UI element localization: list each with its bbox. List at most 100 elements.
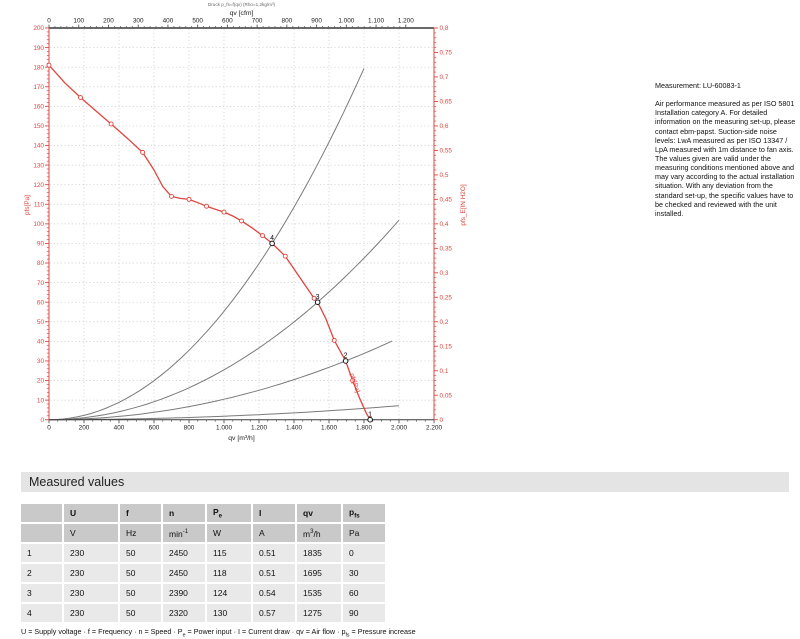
fan-performance-chart: 0102030405060708090100110120130140150160…	[24, 2, 467, 442]
operating-point-number: 4	[270, 235, 274, 242]
top-axis-cfm: 0 100 200 300 400 500 600 700 800 900 1.000 1.100 1.…	[47, 2, 414, 28]
bottom-axis-title: qv [m³/h]	[228, 435, 255, 442]
table-cell: 1695	[297, 564, 341, 582]
svg-text:30: 30	[37, 358, 45, 365]
table-cell: 230	[64, 564, 118, 582]
svg-text:0,1: 0,1	[440, 368, 449, 375]
operating-point-circle	[367, 416, 373, 423]
svg-text:0,8: 0,8	[440, 25, 449, 32]
svg-text:50: 50	[37, 319, 45, 326]
table-cell: qv	[297, 504, 341, 522]
svg-text:1.000: 1.000	[216, 425, 232, 432]
svg-text:100: 100	[33, 221, 44, 228]
svg-text:300: 300	[133, 18, 144, 25]
table-cell: 2390	[163, 584, 205, 602]
svg-text:10: 10	[37, 397, 45, 404]
svg-text:130: 130	[33, 162, 44, 169]
table-cell: 1	[21, 544, 62, 562]
fan-curve-marker	[331, 337, 337, 343]
svg-text:400: 400	[163, 18, 174, 25]
fan-curve-marker	[169, 193, 174, 199]
svg-text:90: 90	[37, 241, 45, 248]
svg-text:0: 0	[40, 417, 44, 424]
svg-text:0,55: 0,55	[440, 148, 453, 155]
operating-point-circle	[269, 240, 275, 247]
svg-text:0,75: 0,75	[440, 50, 453, 57]
table-cell: V	[64, 524, 118, 542]
svg-text:1.100: 1.100	[368, 18, 384, 25]
table-cell: 230	[64, 604, 118, 622]
svg-text:500: 500	[192, 18, 203, 25]
svg-text:0: 0	[440, 417, 444, 424]
measurement-note-body: Air performance measured as per ISO 5801…	[655, 99, 796, 218]
fan-curve-marker	[282, 253, 288, 259]
svg-text:100: 100	[73, 18, 84, 25]
table-cell: 2450	[163, 544, 205, 562]
table-cell: Pe	[207, 504, 251, 522]
svg-text:0,6: 0,6	[440, 123, 449, 130]
bottom-axis-m3h: 0 200 400 600 800 1.000 1.200 1.400 1.600 1.800 2.…	[47, 419, 442, 442]
table-cell: 50	[120, 544, 161, 562]
fan-curve-marker	[221, 209, 227, 215]
fan-curve: pfs[Pa]	[46, 62, 371, 421]
section-title: Measured values	[29, 475, 125, 489]
table-cell: 1535	[297, 584, 341, 602]
table-cell: 30	[343, 564, 385, 582]
table-cell: pfs	[343, 504, 385, 522]
table-cell	[21, 504, 62, 522]
table-cell: 50	[120, 604, 161, 622]
fan-curve-marker	[311, 295, 317, 301]
table-cell: 0.51	[253, 564, 295, 582]
svg-text:1.600: 1.600	[321, 425, 337, 432]
svg-text:900: 900	[311, 18, 322, 25]
svg-text:0,4: 0,4	[440, 221, 449, 228]
table-cell: 60	[343, 584, 385, 602]
operating-point-number: 3	[316, 294, 320, 301]
table-cell: Hz	[120, 524, 161, 542]
svg-text:1.000: 1.000	[338, 18, 354, 25]
table-cell: U	[64, 504, 118, 522]
svg-text:60: 60	[37, 299, 45, 306]
table-cell: 50	[120, 564, 161, 582]
table-footnote-legend: U = Supply voltage · f = Frequency · n =…	[21, 627, 416, 639]
fan-curve-marker	[260, 233, 265, 239]
svg-text:40: 40	[37, 339, 45, 346]
operating-point-number: 2	[344, 353, 348, 360]
svg-text:0,2: 0,2	[440, 319, 449, 326]
fan-curve-marker	[78, 95, 83, 100]
table-cell: 2450	[163, 564, 205, 582]
section-header-measured-values: Measured values	[21, 472, 789, 492]
svg-text:190: 190	[33, 45, 44, 52]
svg-text:110: 110	[34, 201, 45, 208]
table-cell: 2	[21, 564, 62, 582]
svg-text:20: 20	[37, 378, 45, 385]
table-cell: W	[207, 524, 251, 542]
left-axis-title: pfs[Pa]	[24, 195, 31, 215]
table-cell: 90	[343, 604, 385, 622]
svg-text:150: 150	[33, 123, 44, 130]
fan-curve-marker	[46, 62, 52, 68]
measurement-id: Measurement: LU-60083-1	[655, 81, 741, 90]
svg-text:1.200: 1.200	[251, 425, 267, 432]
svg-text:800: 800	[184, 425, 195, 432]
svg-text:200: 200	[103, 18, 114, 25]
table-cell: 0.57	[253, 604, 295, 622]
svg-text:0,5: 0,5	[440, 172, 449, 179]
svg-text:80: 80	[37, 260, 45, 267]
svg-text:0,45: 0,45	[440, 197, 453, 204]
svg-text:0,7: 0,7	[440, 74, 449, 81]
table-cell: 2320	[163, 604, 205, 622]
table-cell: 50	[120, 584, 161, 602]
fan-curve-marker	[108, 121, 114, 127]
table-cell: 230	[64, 544, 118, 562]
fan-curve-label: pfs[Pa]	[348, 372, 361, 393]
svg-text:600: 600	[222, 18, 233, 25]
table-cell: I	[253, 504, 295, 522]
right-axis-title: pfs_E[IN H2O]	[460, 184, 467, 225]
table-cell	[21, 524, 62, 542]
svg-text:0,05: 0,05	[440, 392, 453, 399]
table-row: 3 230 50 2390 124 0.54 1535 60	[21, 584, 385, 602]
svg-text:0: 0	[47, 18, 51, 25]
svg-text:2.200: 2.200	[426, 425, 442, 432]
